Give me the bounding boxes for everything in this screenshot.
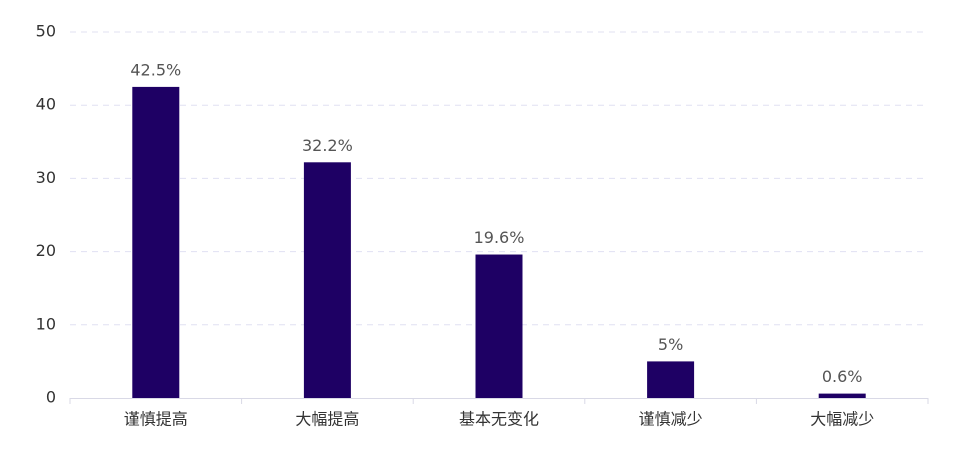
y-tick-label: 30 — [36, 168, 56, 187]
x-tick-label: 基本无变化 — [459, 410, 539, 429]
value-label: 42.5% — [130, 60, 181, 79]
y-tick-label: 50 — [36, 22, 56, 41]
value-label: 0.6% — [822, 367, 863, 386]
x-tick-label: 大幅减少 — [810, 410, 874, 429]
bar — [647, 361, 695, 398]
bar — [475, 254, 523, 398]
x-tick-label: 谨慎提高 — [124, 410, 188, 429]
y-tick-label: 0 — [46, 388, 56, 407]
bar — [132, 86, 180, 399]
value-label: 5% — [658, 335, 683, 354]
bar — [303, 162, 351, 398]
y-tick-label: 10 — [36, 314, 56, 333]
y-tick-label: 40 — [36, 95, 56, 114]
x-tick-label: 谨慎减少 — [639, 410, 703, 429]
bar — [818, 393, 866, 398]
y-tick-label: 20 — [36, 241, 56, 260]
value-label: 32.2% — [302, 136, 353, 155]
x-tick-label: 大幅提高 — [295, 410, 359, 429]
value-label: 19.6% — [474, 228, 525, 247]
